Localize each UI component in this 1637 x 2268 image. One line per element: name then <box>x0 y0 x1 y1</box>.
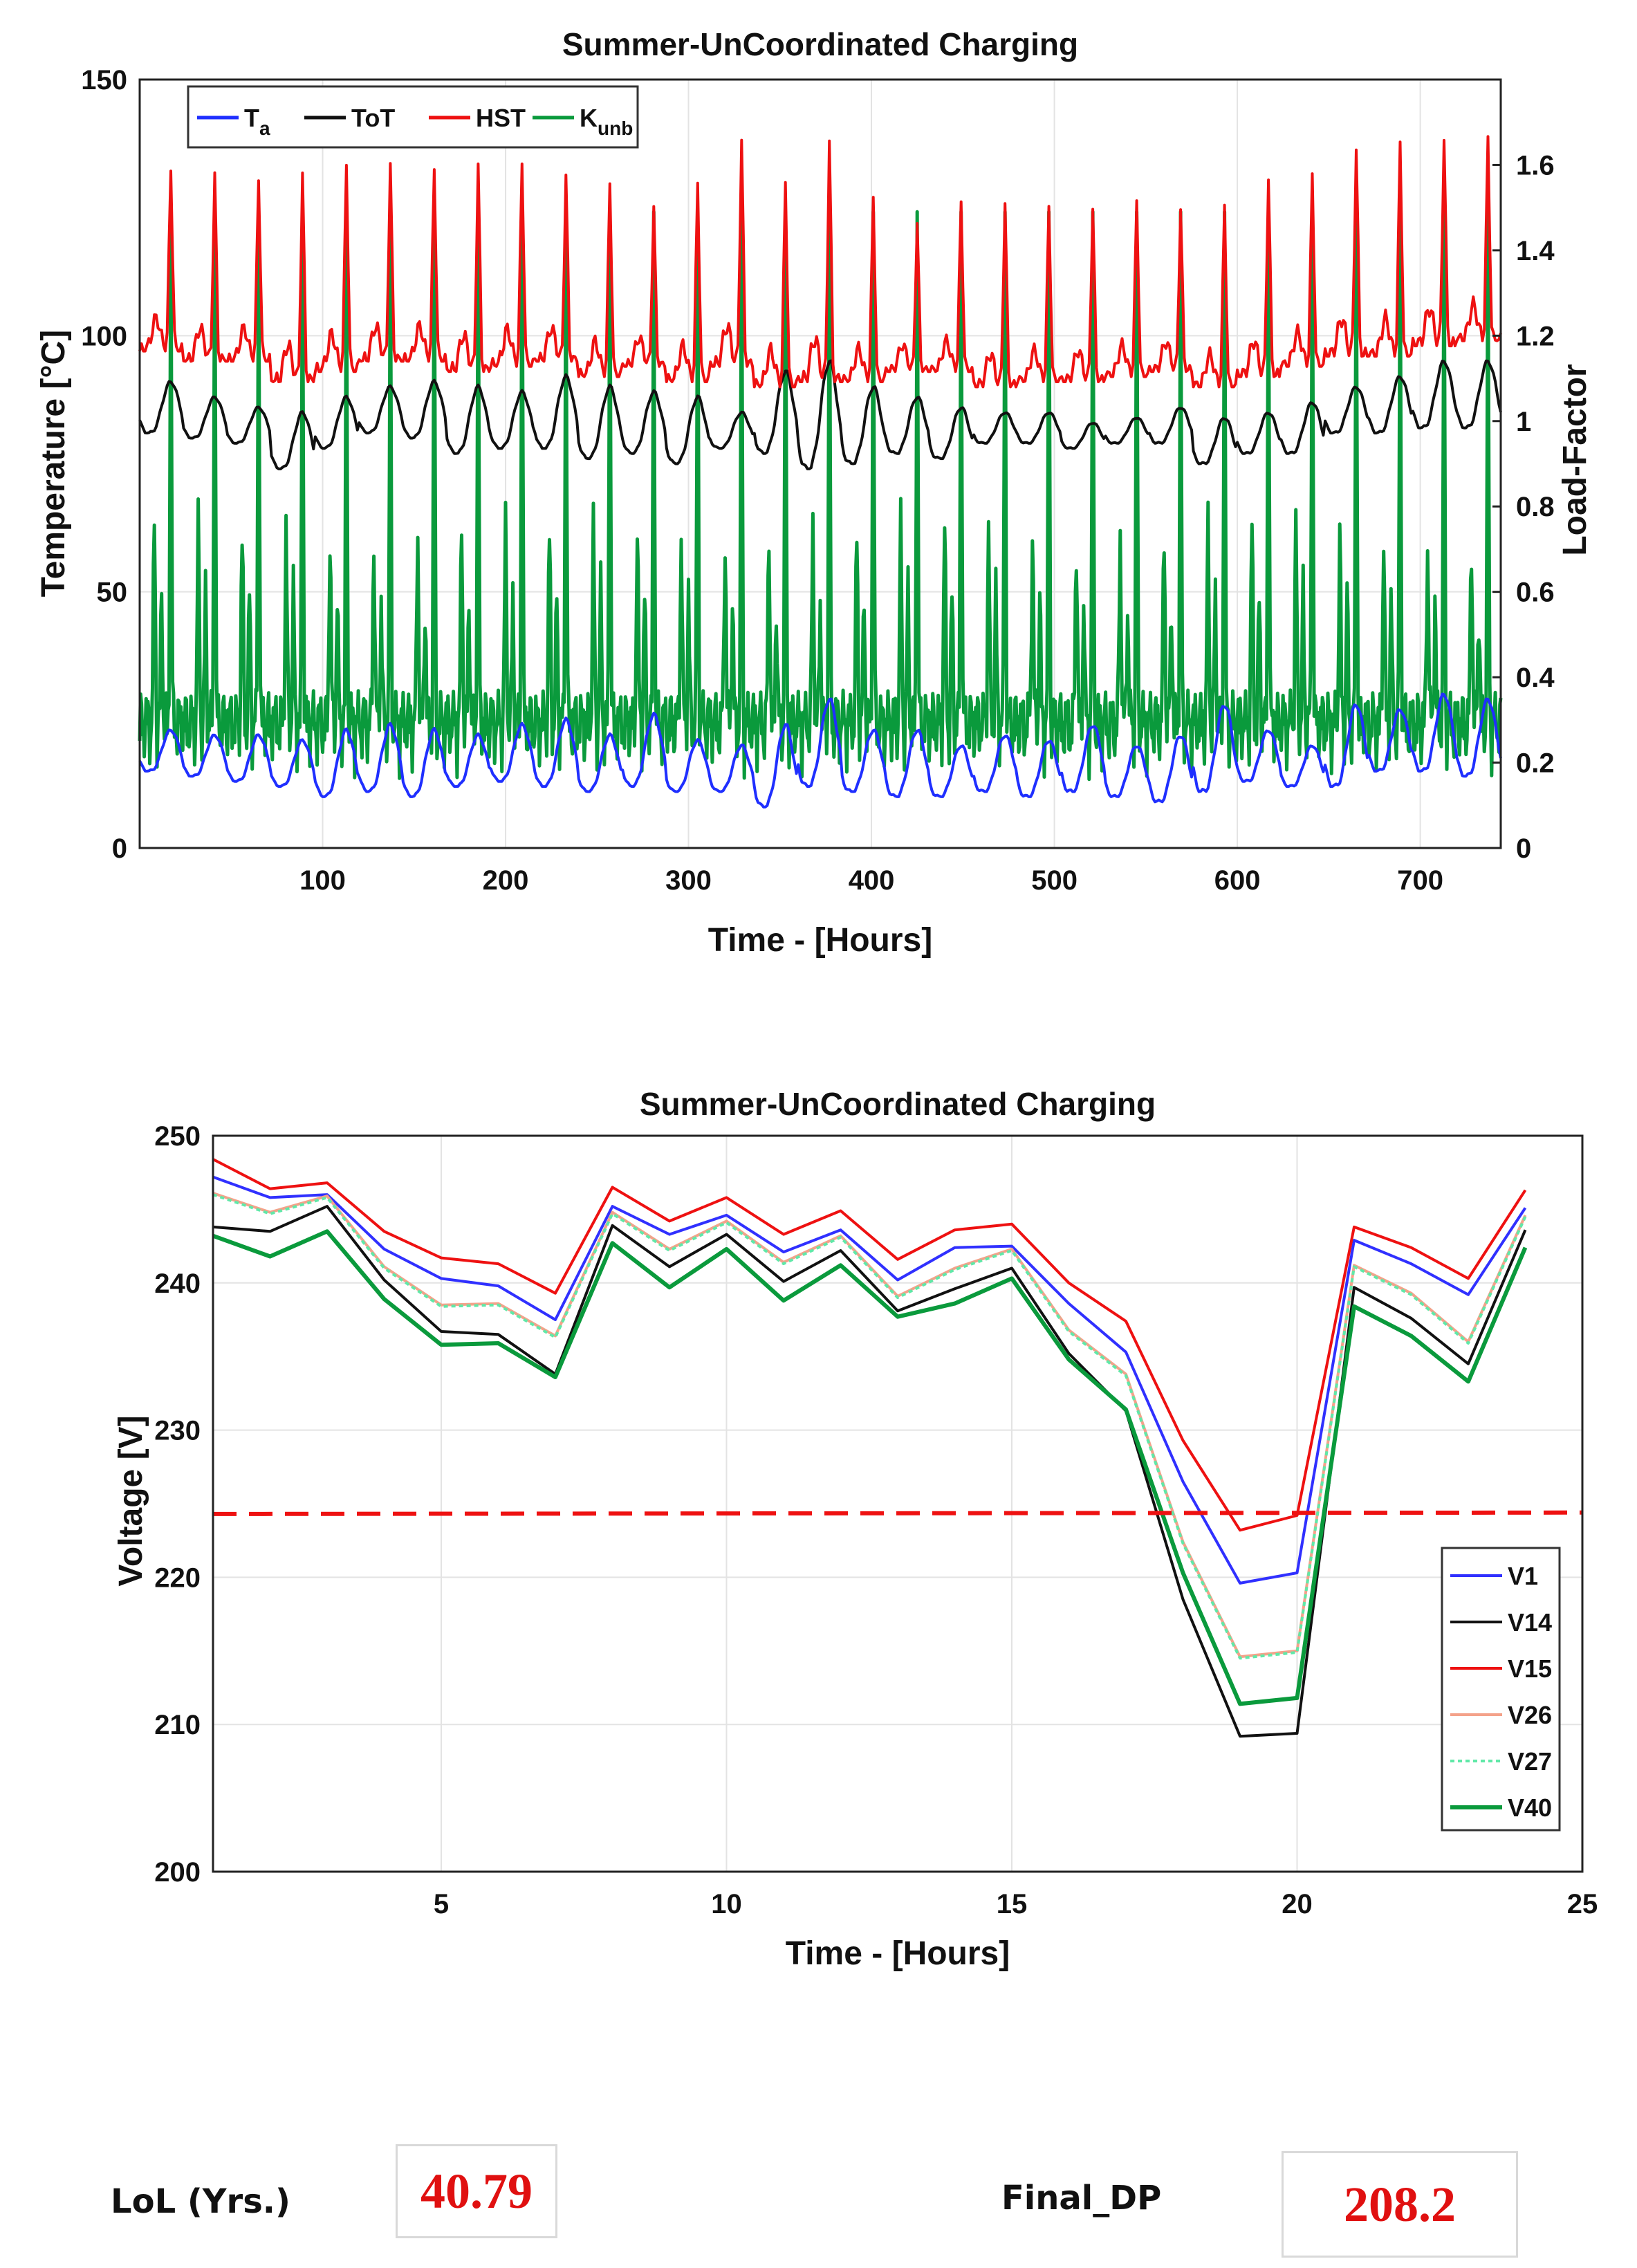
voltage-x-tick-label: 20 <box>1282 1889 1313 1919</box>
temperature-y-tick-label: 50 <box>97 578 128 608</box>
voltage-series-v15 <box>212 1158 1527 1532</box>
voltage-x-tick-label: 10 <box>711 1889 742 1919</box>
voltage-legend-box <box>1441 1547 1561 1832</box>
voltage-legend-items: V1 V14 V15 V26 V27 V40 <box>1450 1562 1552 1822</box>
load-factor-tick-label: 0.2 <box>1516 748 1555 779</box>
temperature-y-tick-label: 0 <box>112 833 127 864</box>
load-factor-tick-label: 0.8 <box>1516 492 1555 522</box>
temperature-series-tot <box>138 359 1502 470</box>
final-dp-label: Final_DP <box>1001 2179 1162 2218</box>
voltage-series-group <box>212 1158 1583 1738</box>
voltage-legend-label: V26 <box>1508 1701 1552 1729</box>
temperature-legend-label: Ta <box>244 104 270 139</box>
temperature-x-axis-label: Time - [Hours] <box>708 922 932 959</box>
temperature-chart: 100 200 300 400 500 600 700 0 50 100 150 0 0.2 0.4 0.6… <box>35 26 1593 959</box>
voltage-y-axis-label: Voltage [V] <box>113 1415 149 1586</box>
load-factor-tick-label: 1 <box>1516 407 1531 437</box>
temperature-x-tick-label: 100 <box>299 865 346 896</box>
voltage-series-v40 <box>212 1229 1528 1706</box>
voltage-legend: V1 V14 V15 V26 V27 V40 <box>1441 1547 1561 1832</box>
voltage-y-tick-label: 250 <box>154 1121 201 1152</box>
temperature-x-tick-label: 700 <box>1397 865 1443 896</box>
voltage-legend-label: V15 <box>1508 1654 1552 1683</box>
temperature-ticks: 100 200 300 400 500 600 700 0 50 100 150 0 0.2 0.4 0.6… <box>81 65 1555 896</box>
voltage-legend-label: V40 <box>1508 1794 1552 1822</box>
temperature-x-tick-label: 500 <box>1031 865 1078 896</box>
voltage-x-axis-label: Time - [Hours] <box>786 1935 1010 1972</box>
load-factor-tick-label: 1.6 <box>1516 150 1555 181</box>
voltage-limit-line <box>212 1510 1583 1516</box>
temperature-legend-label: Kunb <box>580 104 633 139</box>
voltage-ticks: 5 10 15 20 25 200 210 220 230 240 250 <box>154 1121 1598 1919</box>
voltage-x-tick-label: 15 <box>997 1889 1028 1919</box>
final-dp-value: 208.2 <box>1344 2176 1456 2232</box>
temperature-x-tick-label: 200 <box>483 865 529 896</box>
final-dp-value-box: 208.2 <box>1282 2151 1518 2258</box>
voltage-series-v1 <box>212 1175 1527 1585</box>
voltage-y-tick-label: 200 <box>154 1857 201 1888</box>
temperature-legend-label: ToT <box>351 104 395 132</box>
temperature-legend-items: Ta ToT HST Kunb <box>197 104 633 139</box>
temperature-x-tick-label: 300 <box>665 865 712 896</box>
voltage-y-tick-label: 220 <box>154 1562 201 1593</box>
lol-value-box: 40.79 <box>396 2144 557 2238</box>
load-factor-tick-label: 0 <box>1516 833 1531 864</box>
voltage-chart-title: Summer-UnCoordinated Charging <box>640 1086 1156 1122</box>
voltage-legend-label: V1 <box>1508 1562 1538 1590</box>
voltage-legend-label: V14 <box>1508 1608 1552 1637</box>
load-factor-tick-label: 0.6 <box>1516 578 1555 608</box>
voltage-y-tick-label: 230 <box>154 1416 201 1446</box>
voltage-x-tick-label: 5 <box>434 1889 449 1919</box>
temperature-x-tick-label: 400 <box>849 865 895 896</box>
voltage-series-v14 <box>212 1205 1527 1738</box>
voltage-y-tick-label: 210 <box>154 1710 201 1740</box>
temperature-series-group <box>138 135 1503 809</box>
temperature-x-tick-label: 600 <box>1214 865 1261 896</box>
lol-label: LoL (Yrs.) <box>111 2182 290 2221</box>
voltage-y-tick-label: 240 <box>154 1269 201 1299</box>
temperature-series-k-unb <box>138 210 1503 782</box>
voltage-plot-frame <box>212 1134 1584 1873</box>
temperature-y-tick-label: 150 <box>81 65 127 95</box>
temperature-legend: Ta ToT HST Kunb <box>187 85 639 149</box>
load-factor-tick-label: 0.4 <box>1516 663 1555 693</box>
temperature-series-ta <box>138 692 1502 809</box>
load-factor-tick-label: 1.2 <box>1516 321 1555 351</box>
temperature-plot-frame <box>138 78 1502 849</box>
lol-value: 40.79 <box>420 2163 533 2219</box>
temperature-legend-label: HST <box>476 104 526 132</box>
temperature-chart-title: Summer-UnCoordinated Charging <box>562 26 1078 62</box>
temperature-series-hst <box>138 135 1502 389</box>
temperature-y-axis-label: Temperature [°C] <box>35 330 72 597</box>
voltage-chart: 5 10 15 20 25 200 210 220 230 240 250 Summer-UnCoo… <box>113 1086 1598 1972</box>
voltage-legend-label: V27 <box>1508 1747 1552 1776</box>
voltage-x-tick-label: 25 <box>1567 1889 1598 1919</box>
load-factor-y-axis-label: Load-Factor <box>1557 364 1593 555</box>
load-factor-tick-label: 1.4 <box>1516 236 1555 266</box>
temperature-y-tick-label: 100 <box>81 321 127 351</box>
voltage-series-v27 <box>212 1193 1527 1660</box>
